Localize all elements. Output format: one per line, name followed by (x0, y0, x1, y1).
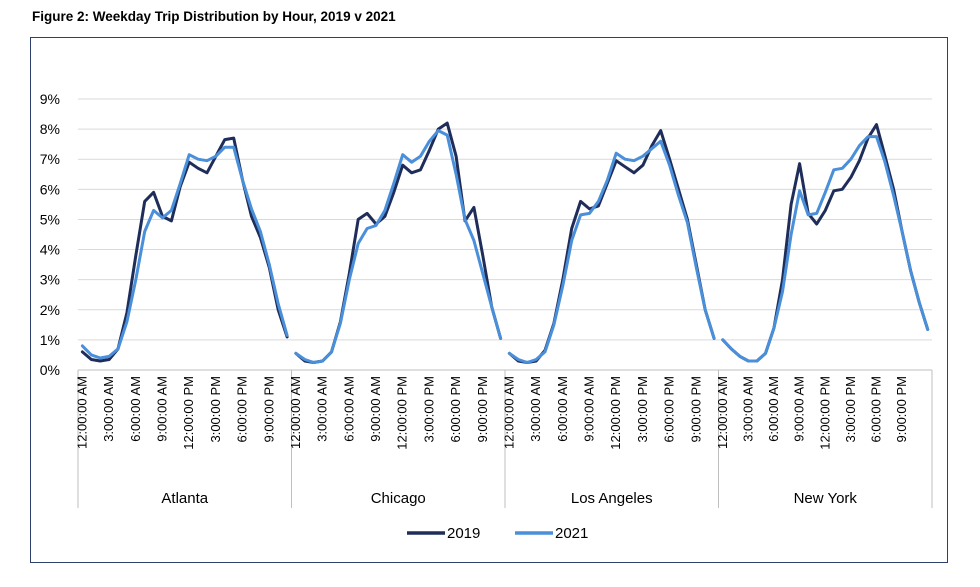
city-label: New York (794, 490, 858, 507)
x-tick-label: 9:00:00 AM (792, 376, 807, 442)
x-tick-label: 3:00:00 PM (421, 376, 436, 443)
x-tick-label: 12:00:00 PM (608, 376, 623, 450)
city-label: Los Angeles (571, 490, 653, 507)
x-tick-label: 9:00:00 AM (582, 376, 597, 442)
x-tick-label: 12:00:00 AM (288, 376, 303, 449)
legend-label: 2021 (555, 525, 588, 542)
y-tick-label: 0% (40, 362, 60, 378)
figure-title: Figure 2: Weekday Trip Distribution by H… (32, 9, 396, 24)
y-tick-label: 4% (40, 242, 60, 258)
x-tick-label: 6:00:00 PM (868, 376, 883, 443)
y-tick-label: 3% (40, 272, 60, 288)
x-tick-label: 12:00:00 AM (715, 376, 730, 449)
x-tick-label: 9:00:00 PM (688, 376, 703, 443)
x-tick-label: 3:00:00 PM (843, 376, 858, 443)
series-line-2021-los-angeles (507, 139, 716, 364)
x-tick-label: 12:00:00 AM (501, 376, 516, 449)
x-tick-label: 12:00:00 PM (817, 376, 832, 450)
chart-frame (30, 37, 948, 563)
x-tick-label: 12:00:00 AM (74, 376, 89, 449)
legend-label: 2019 (447, 525, 480, 542)
x-tick-label: 3:00:00 AM (101, 376, 116, 442)
x-tick-label: 9:00:00 PM (894, 376, 909, 443)
x-tick-label: 3:00:00 AM (740, 376, 755, 442)
series-line-2021-chicago (294, 129, 503, 364)
city-label: Chicago (371, 490, 426, 507)
x-tick-label: 3:00:00 PM (635, 376, 650, 443)
x-tick-label: 9:00:00 AM (155, 376, 170, 442)
x-tick-label: 6:00:00 PM (662, 376, 677, 443)
x-tick-label: 6:00:00 AM (766, 376, 781, 442)
x-tick-label: 12:00:00 PM (181, 376, 196, 450)
city-label: Atlanta (161, 490, 208, 507)
x-tick-label: 9:00:00 PM (261, 376, 276, 443)
x-tick-label: 6:00:00 AM (555, 376, 570, 442)
y-tick-label: 2% (40, 302, 60, 318)
y-tick-label: 1% (40, 332, 60, 348)
y-tick-label: 5% (40, 211, 60, 227)
x-tick-label: 9:00:00 PM (475, 376, 490, 443)
y-tick-label: 7% (40, 151, 60, 167)
x-tick-label: 6:00:00 AM (341, 376, 356, 442)
x-tick-label: 9:00:00 AM (368, 376, 383, 442)
series-line-2021-atlanta (80, 145, 289, 360)
x-tick-label: 6:00:00 PM (235, 376, 250, 443)
x-tick-label: 6:00:00 AM (128, 376, 143, 442)
x-tick-label: 3:00:00 PM (208, 376, 223, 443)
x-tick-label: 3:00:00 AM (528, 376, 543, 442)
series-line-2019-new-york (721, 123, 930, 363)
y-tick-label: 8% (40, 121, 60, 137)
x-tick-label: 12:00:00 PM (395, 376, 410, 450)
x-tick-label: 3:00:00 AM (315, 376, 330, 442)
y-tick-label: 9% (40, 91, 60, 107)
x-tick-label: 6:00:00 PM (448, 376, 463, 443)
y-tick-label: 6% (40, 181, 60, 197)
series-line-2021-new-york (721, 135, 930, 363)
